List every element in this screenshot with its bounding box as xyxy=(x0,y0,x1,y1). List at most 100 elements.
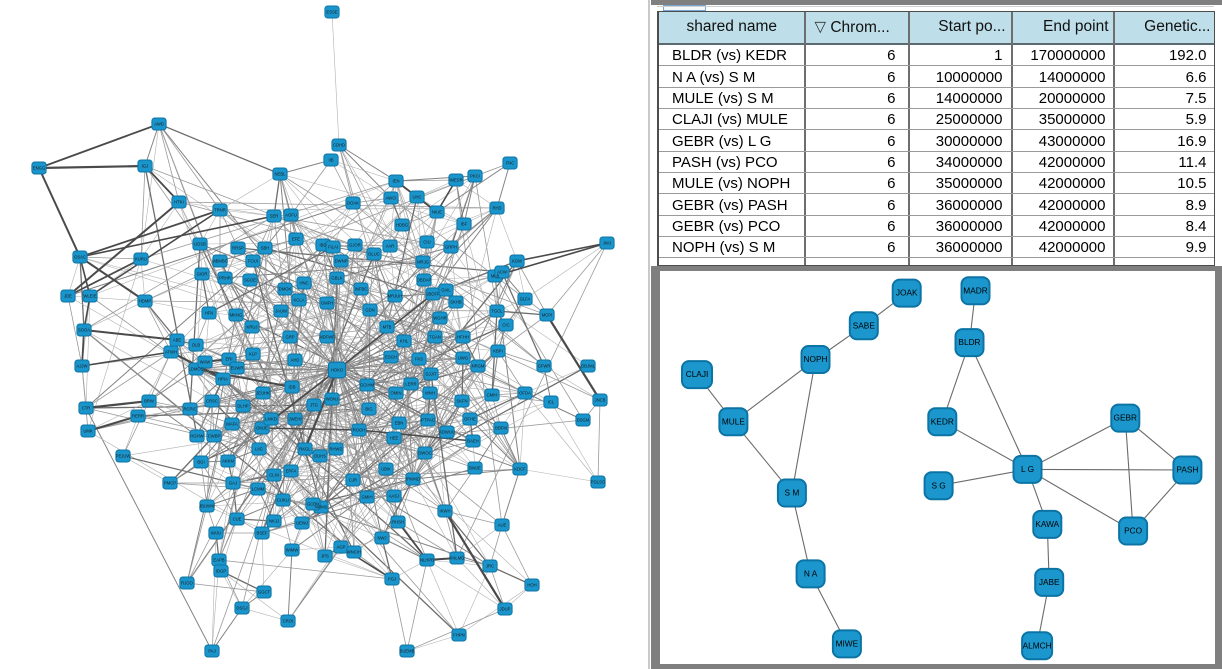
svg-text:PEJUW: PEJUW xyxy=(116,454,131,459)
svg-text:SKFN: SKFN xyxy=(456,399,467,404)
svg-text:WNH: WNH xyxy=(425,391,435,396)
svg-text:MAFA: MAFA xyxy=(226,422,238,427)
svg-text:AWMS: AWMS xyxy=(315,505,328,510)
svg-text:NKJJ: NKJJ xyxy=(269,519,279,524)
svg-text:DWNP: DWNP xyxy=(335,259,348,264)
svg-text:CDHD: CDHD xyxy=(333,143,345,148)
svg-text:MBMBO: MBMBO xyxy=(212,259,229,264)
svg-text:OSAC: OSAC xyxy=(74,255,86,260)
svg-text:PTPAC: PTPAC xyxy=(421,418,435,423)
svg-text:LCMM: LCMM xyxy=(252,487,265,492)
svg-text:MADR: MADR xyxy=(963,285,987,295)
svg-text:WAW: WAW xyxy=(200,360,210,365)
svg-text:AJJW: AJJW xyxy=(77,364,88,369)
svg-text:KRUJ: KRUJ xyxy=(247,325,258,330)
svg-text:IIB: IIB xyxy=(328,158,333,163)
svg-text:EFE: EFE xyxy=(292,237,300,242)
svg-text:NEBL: NEBL xyxy=(275,172,287,177)
svg-text:DMOK: DMOK xyxy=(279,287,292,292)
svg-text:WONJ: WONJ xyxy=(326,397,338,402)
svg-text:NWJ: NWJ xyxy=(377,536,386,541)
svg-text:WNCIH: WNCIH xyxy=(347,550,361,555)
svg-text:WGHR: WGHR xyxy=(433,316,446,321)
svg-text:BIG: BIG xyxy=(365,407,372,412)
svg-text:RKGL: RKGL xyxy=(299,447,311,452)
svg-text:FILAI: FILAI xyxy=(328,245,338,250)
svg-text:NLHPB: NLHPB xyxy=(420,558,434,563)
svg-text:SABE: SABE xyxy=(853,320,876,330)
svg-text:LERR: LERR xyxy=(405,382,416,387)
svg-text:OLUC: OLUC xyxy=(368,252,380,257)
svg-text:HGHW: HGHW xyxy=(190,434,203,439)
svg-text:CLNI: CLNI xyxy=(269,473,279,478)
svg-text:LDMOS: LDMOS xyxy=(189,367,204,372)
svg-text:DJJIT: DJJIT xyxy=(426,372,437,377)
svg-text:KNLMG: KNLMG xyxy=(450,556,465,561)
svg-text:GIOR: GIOR xyxy=(197,272,208,277)
svg-text:LIIG: LIIG xyxy=(255,447,263,452)
svg-text:SKHB: SKHB xyxy=(450,300,462,305)
svg-text:SOOA: SOOA xyxy=(78,328,90,333)
svg-text:BRW: BRW xyxy=(144,399,154,404)
svg-text:MTB: MTB xyxy=(383,325,392,330)
svg-text:PCO: PCO xyxy=(1124,525,1143,535)
svg-text:NOPH: NOPH xyxy=(804,354,828,364)
svg-text:IBD: IBD xyxy=(320,243,327,248)
svg-text:HDBG: HDBG xyxy=(396,223,408,228)
svg-text:SBH: SBH xyxy=(261,246,270,251)
svg-text:FKS: FKS xyxy=(415,357,423,362)
svg-text:ICL: ICL xyxy=(548,400,555,405)
svg-text:RJOO: RJOO xyxy=(181,581,193,586)
svg-text:L G: L G xyxy=(1021,464,1034,474)
svg-text:TGAN: TGAN xyxy=(429,335,441,340)
svg-text:WIMW: WIMW xyxy=(286,548,299,553)
svg-text:GJOR: GJOR xyxy=(349,243,361,248)
svg-text:DSGM: DSGM xyxy=(577,418,590,423)
svg-text:MCPI: MCPI xyxy=(542,313,552,318)
svg-text:BUEMB: BUEMB xyxy=(400,649,415,654)
svg-text:AWCI: AWCI xyxy=(386,196,397,201)
svg-text:IRWND: IRWND xyxy=(406,477,420,482)
svg-text:CMIH: CMIH xyxy=(487,393,498,398)
svg-text:CJR: CJR xyxy=(349,478,357,483)
svg-text:OBDAP: OBDAP xyxy=(417,278,432,283)
svg-text:HEE: HEE xyxy=(390,436,399,441)
svg-text:OFHE: OFHE xyxy=(464,417,476,422)
svg-text:JWEHI: JWEHI xyxy=(288,417,301,422)
svg-text:MIWE: MIWE xyxy=(836,638,859,648)
svg-text:FHPN: FHPN xyxy=(453,633,464,638)
svg-text:UHC: UHC xyxy=(412,195,421,200)
svg-text:ATWH: ATWH xyxy=(165,350,177,355)
svg-text:MDFWF: MDFWF xyxy=(319,335,335,340)
svg-text:IBF: IBF xyxy=(461,222,468,227)
svg-text:INFBC: INFBC xyxy=(355,287,368,292)
svg-text:S M: S M xyxy=(785,487,800,497)
svg-text:IDGP: IDGP xyxy=(216,569,226,574)
svg-text:EPFA: EPFA xyxy=(286,469,297,474)
svg-text:OMIN: OMIN xyxy=(391,391,402,396)
svg-text:ADWUU: ADWUU xyxy=(439,430,455,435)
svg-text:KURU: KURU xyxy=(135,257,147,262)
svg-text:BAEH: BAEH xyxy=(467,439,478,444)
svg-text:JABE: JABE xyxy=(1039,577,1060,587)
svg-text:JWJ: JWJ xyxy=(603,241,611,246)
svg-text:IWJU: IWJU xyxy=(211,531,221,536)
svg-text:S G: S G xyxy=(931,480,945,490)
svg-text:ESSE: ESSE xyxy=(326,10,337,15)
svg-text:FOUI: FOUI xyxy=(248,259,258,264)
svg-text:RRSP: RRSP xyxy=(232,246,244,251)
svg-text:AKKM: AKKM xyxy=(222,459,234,464)
svg-text:CRSC: CRSC xyxy=(206,399,218,404)
svg-text:ERI: ERI xyxy=(226,357,233,362)
svg-text:HFHH: HFHH xyxy=(457,335,469,340)
svg-text:GRPH: GRPH xyxy=(445,245,457,250)
svg-text:CUKLI: CUKLI xyxy=(277,498,289,503)
svg-text:CROI: CROI xyxy=(283,619,293,624)
svg-text:HPIA: HPIA xyxy=(218,377,228,382)
svg-text:OMJE: OMJE xyxy=(256,426,268,431)
svg-text:DLHP: DLHP xyxy=(237,404,248,409)
svg-text:HTKI: HTKI xyxy=(174,200,184,205)
svg-text:NIUE: NIUE xyxy=(432,210,442,215)
svg-text:WLEIE: WLEIE xyxy=(83,294,96,299)
svg-text:UWG: UWG xyxy=(458,356,468,361)
